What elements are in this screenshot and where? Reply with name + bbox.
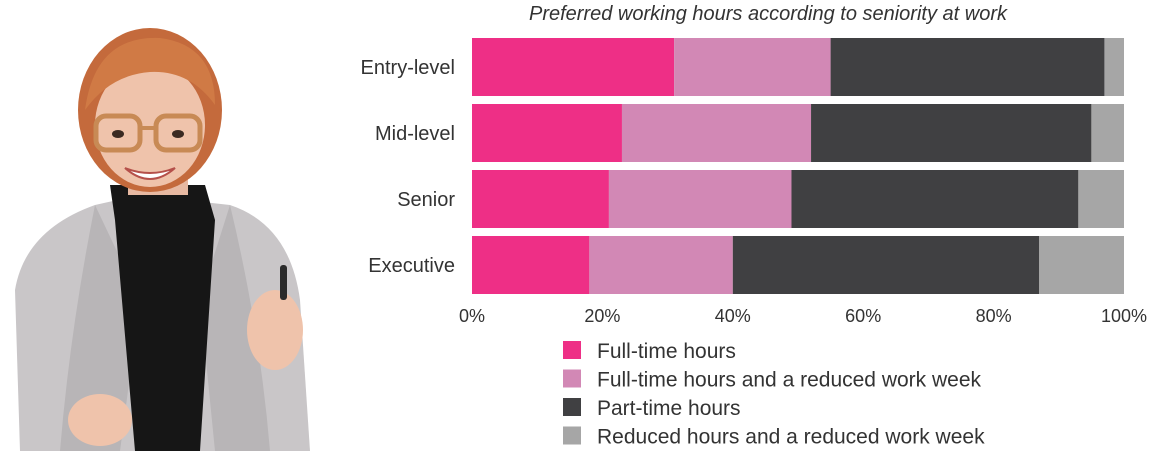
turtleneck: [110, 185, 215, 451]
bar-segment-senior-series-1: [472, 170, 609, 228]
category-label-senior: Senior: [397, 189, 455, 211]
hand-left: [68, 394, 132, 446]
legend: Full-time hours Full-time hours and a red…: [563, 340, 985, 449]
bar-segment-entry-level-series-3: [830, 38, 1105, 96]
businesswoman-photo: [15, 28, 310, 451]
legend-swatch-3: [563, 398, 581, 416]
legend-swatch-1: [563, 341, 581, 359]
bar-segment-senior-series-3: [791, 170, 1079, 228]
bars-group: [472, 38, 1124, 294]
category-label-mid-level: Mid-level: [375, 123, 455, 145]
category-label-entry-level: Entry-level: [361, 57, 455, 79]
legend-label-4: Reduced hours and a reduced work week: [597, 426, 985, 449]
hair-front: [85, 37, 215, 110]
bar-segment-executive-series-2: [589, 236, 733, 294]
bar-segment-mid-level-series-3: [811, 104, 1092, 162]
category-labels: Entry-level Mid-level Senior Executive: [361, 57, 456, 277]
legend-swatch-4: [563, 426, 581, 445]
bar-segment-mid-level-series-1: [472, 104, 622, 162]
glasses-left-lens: [93, 113, 143, 153]
face: [95, 63, 205, 187]
pen-icon: [280, 265, 287, 300]
x-tick-label: 60%: [845, 306, 881, 326]
blazer-lapel-right: [200, 205, 270, 451]
bar-segment-entry-level-series-4: [1104, 38, 1124, 96]
x-tick-label: 100%: [1101, 306, 1147, 326]
x-axis-ticks: 0% 20% 40% 60% 80% 100%: [459, 306, 1147, 326]
eye-left: [112, 130, 124, 138]
x-tick-label: 0%: [459, 306, 485, 326]
bar-segment-mid-level-series-2: [621, 104, 812, 162]
bar-segment-entry-level-series-1: [472, 38, 675, 96]
legend-swatch-2: [563, 369, 581, 388]
bar-segment-executive-series-3: [732, 236, 1040, 294]
x-tick-label: 40%: [715, 306, 751, 326]
glasses-right-lens: [153, 113, 203, 153]
chart-title: Preferred working hours according to sen…: [529, 3, 1008, 25]
x-tick-label: 80%: [976, 306, 1012, 326]
eye-right: [172, 130, 184, 138]
legend-label-1: Full-time hours: [597, 340, 736, 363]
x-tick-label: 20%: [584, 306, 620, 326]
legend-label-2: Full-time hours and a reduced work week: [597, 369, 982, 392]
bar-segment-executive-series-4: [1039, 236, 1124, 294]
category-label-executive: Executive: [368, 255, 455, 277]
bar-segment-mid-level-series-4: [1091, 104, 1124, 162]
legend-label-3: Part-time hours: [597, 397, 741, 420]
bar-segment-senior-series-2: [608, 170, 792, 228]
bar-segment-senior-series-4: [1078, 170, 1124, 228]
bar-segment-executive-series-1: [472, 236, 590, 294]
smile: [124, 167, 176, 180]
hand-right: [247, 290, 303, 370]
bar-segment-entry-level-series-2: [674, 38, 831, 96]
stacked-bar-chart: Preferred working hours according to sen…: [361, 3, 1148, 449]
